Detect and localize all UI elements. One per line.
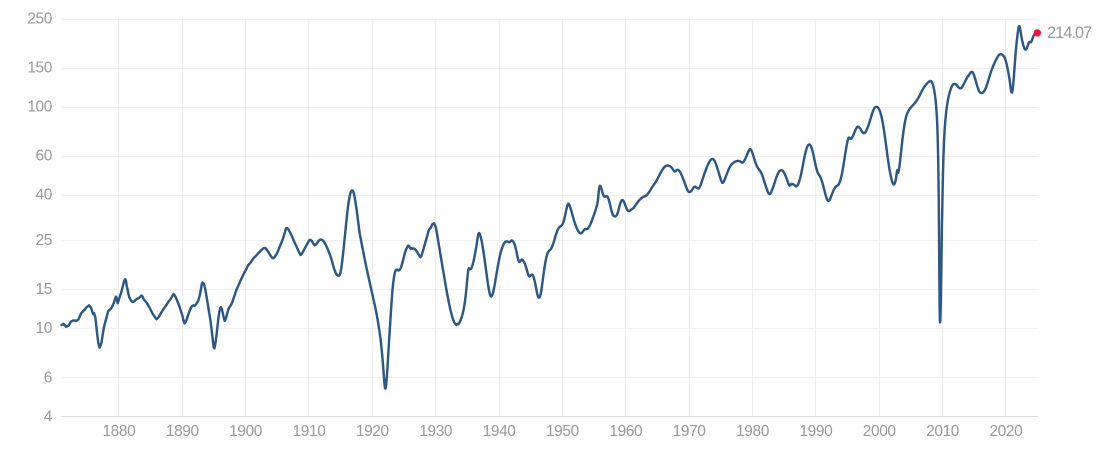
svg-text:150: 150 bbox=[27, 60, 52, 77]
svg-text:100: 100 bbox=[27, 99, 52, 116]
svg-text:1900: 1900 bbox=[229, 423, 263, 440]
svg-text:1950: 1950 bbox=[546, 423, 580, 440]
svg-text:2000: 2000 bbox=[863, 423, 897, 440]
svg-text:25: 25 bbox=[36, 232, 52, 249]
svg-text:250: 250 bbox=[27, 10, 52, 27]
svg-text:10: 10 bbox=[36, 320, 53, 337]
svg-text:1890: 1890 bbox=[166, 423, 200, 440]
svg-text:15: 15 bbox=[36, 281, 52, 298]
svg-text:40: 40 bbox=[36, 187, 53, 204]
svg-text:1880: 1880 bbox=[102, 423, 136, 440]
svg-text:1910: 1910 bbox=[293, 423, 327, 440]
svg-text:2020: 2020 bbox=[989, 423, 1023, 440]
svg-text:1980: 1980 bbox=[736, 423, 770, 440]
svg-text:1990: 1990 bbox=[799, 423, 833, 440]
svg-text:1960: 1960 bbox=[609, 423, 643, 440]
svg-text:4: 4 bbox=[44, 408, 53, 425]
svg-text:1970: 1970 bbox=[673, 423, 707, 440]
svg-text:6: 6 bbox=[44, 369, 52, 386]
svg-text:2010: 2010 bbox=[926, 423, 960, 440]
svg-text:60: 60 bbox=[36, 148, 53, 165]
svg-text:1920: 1920 bbox=[356, 423, 390, 440]
svg-text:1930: 1930 bbox=[419, 423, 453, 440]
svg-text:214.07: 214.07 bbox=[1047, 24, 1092, 42]
svg-text:1940: 1940 bbox=[483, 423, 517, 440]
